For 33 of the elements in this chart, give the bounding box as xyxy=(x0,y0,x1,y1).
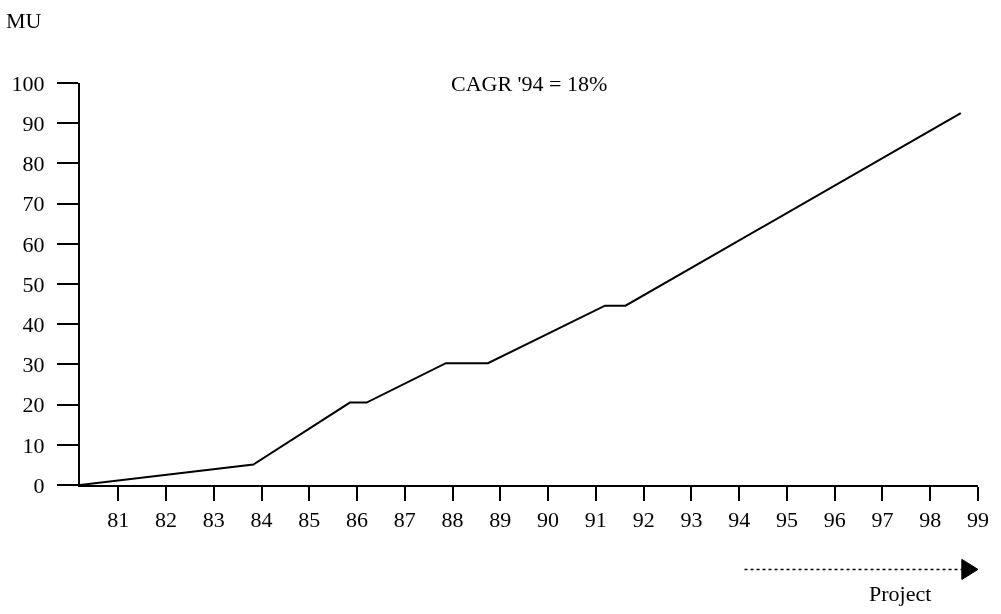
annotation: CAGR '94 = 18% xyxy=(451,71,608,96)
y-tick-label: 10 xyxy=(22,432,45,458)
x-tick-label: 88 xyxy=(441,507,464,533)
y-tick-label: 0 xyxy=(33,472,45,498)
y-tick-label: 100 xyxy=(11,70,45,96)
text: Project xyxy=(869,581,932,606)
y-tick-label: 20 xyxy=(22,392,45,418)
x-tick-label: 91 xyxy=(584,507,607,533)
y-axis-title: MU xyxy=(6,8,42,33)
y-tick-label: 80 xyxy=(22,151,45,177)
x-tick-label: 82 xyxy=(154,507,177,533)
x-tick-label: 86 xyxy=(346,507,369,533)
x-tick-label: 87 xyxy=(393,507,416,533)
x-tick-label: 97 xyxy=(871,507,894,533)
x-tick-label: 89 xyxy=(489,507,512,533)
x-tick-label: 99 xyxy=(967,507,989,533)
x-tick-label: 93 xyxy=(680,507,703,533)
x-tick-label: 81 xyxy=(107,507,130,533)
y-tick-label: 60 xyxy=(22,231,45,257)
x-tick-label: 95 xyxy=(775,507,798,533)
y-tick-label: 70 xyxy=(22,191,45,217)
y-tick-label: 40 xyxy=(22,311,45,337)
x-tick-label: 90 xyxy=(537,507,560,533)
x-tick-label: 94 xyxy=(728,507,751,533)
x-tick-label: 92 xyxy=(632,507,655,533)
x-tick-label: 96 xyxy=(823,507,846,533)
x-tick-label: 84 xyxy=(250,507,273,533)
y-tick-label: 50 xyxy=(22,271,45,297)
x-tick-label: 83 xyxy=(202,507,225,533)
y-tick-label: 30 xyxy=(22,352,45,378)
y-tick-label: 90 xyxy=(22,110,45,136)
x-tick-label: 98 xyxy=(919,507,942,533)
x-tick-label: 85 xyxy=(298,507,321,533)
